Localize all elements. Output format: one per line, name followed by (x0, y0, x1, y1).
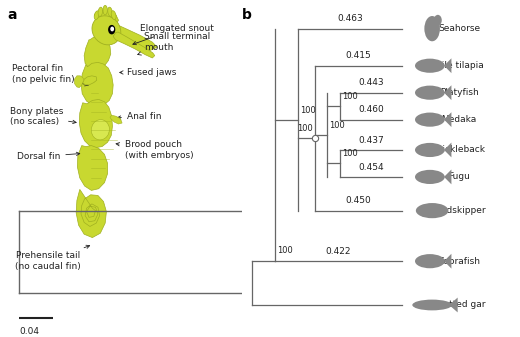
Text: Elongated snout: Elongated snout (133, 24, 214, 45)
Text: Mudskipper: Mudskipper (433, 206, 485, 215)
Text: 0.443: 0.443 (358, 78, 384, 87)
Text: 100: 100 (330, 121, 345, 130)
Text: Seahorse: Seahorse (438, 24, 480, 33)
Text: Medaka: Medaka (441, 115, 477, 124)
Ellipse shape (415, 86, 445, 100)
Text: Spotted gar: Spotted gar (432, 301, 486, 309)
Text: Brood pouch
(with embryos): Brood pouch (with embryos) (116, 140, 193, 160)
Polygon shape (94, 10, 119, 26)
Ellipse shape (94, 11, 99, 20)
Polygon shape (80, 99, 112, 148)
Ellipse shape (424, 16, 440, 41)
Circle shape (111, 27, 113, 31)
Text: 100: 100 (342, 92, 358, 101)
Text: Stickleback: Stickleback (433, 146, 485, 154)
Polygon shape (83, 76, 97, 85)
Text: b: b (242, 8, 252, 23)
Ellipse shape (412, 300, 452, 310)
Text: Platyfish: Platyfish (440, 88, 478, 97)
Text: 100: 100 (300, 105, 316, 115)
Ellipse shape (415, 170, 445, 184)
Polygon shape (444, 254, 451, 269)
Text: Dorsal fin: Dorsal fin (17, 152, 80, 161)
Text: Anal fin: Anal fin (118, 112, 161, 121)
Polygon shape (110, 115, 122, 124)
Circle shape (109, 26, 114, 34)
Ellipse shape (434, 15, 442, 26)
Polygon shape (76, 189, 107, 238)
Polygon shape (444, 58, 451, 73)
Ellipse shape (416, 203, 448, 218)
Text: 0.422: 0.422 (326, 247, 352, 256)
Text: 0.437: 0.437 (358, 135, 384, 145)
Ellipse shape (92, 120, 109, 140)
Text: 0.463: 0.463 (337, 14, 363, 23)
Text: a: a (7, 8, 17, 23)
Ellipse shape (103, 5, 107, 15)
Text: 0.454: 0.454 (358, 162, 384, 172)
Polygon shape (74, 76, 84, 88)
Text: Prehensile tail
(no caudal fin): Prehensile tail (no caudal fin) (16, 245, 89, 271)
Ellipse shape (111, 11, 116, 20)
Text: 0.415: 0.415 (346, 51, 371, 60)
Text: Fugu: Fugu (448, 173, 470, 181)
Text: 100: 100 (342, 149, 358, 158)
Ellipse shape (415, 113, 445, 127)
Text: Pectoral fin
(no pelvic fin): Pectoral fin (no pelvic fin) (12, 64, 88, 86)
Polygon shape (77, 146, 108, 190)
Ellipse shape (415, 143, 445, 157)
Text: 0.04: 0.04 (19, 327, 40, 336)
Polygon shape (111, 24, 157, 51)
Text: 100: 100 (297, 124, 313, 133)
Polygon shape (81, 62, 113, 106)
Polygon shape (449, 298, 458, 312)
Text: Zebrafish: Zebrafish (437, 257, 480, 266)
Ellipse shape (415, 59, 445, 73)
Ellipse shape (415, 254, 445, 268)
Text: Nile tilapia: Nile tilapia (435, 61, 484, 70)
Polygon shape (444, 85, 451, 100)
Ellipse shape (98, 7, 102, 17)
Ellipse shape (108, 7, 112, 17)
Polygon shape (444, 143, 451, 157)
Polygon shape (444, 112, 451, 127)
Text: 0.450: 0.450 (346, 196, 371, 205)
Polygon shape (422, 211, 431, 217)
Text: Bony plates
(no scales): Bony plates (no scales) (10, 106, 76, 126)
Text: 100: 100 (277, 246, 293, 255)
Ellipse shape (92, 16, 121, 45)
Polygon shape (84, 36, 111, 70)
Text: Small terminal
mouth: Small terminal mouth (138, 32, 210, 55)
Text: Fused jaws: Fused jaws (120, 68, 176, 77)
Text: 0.460: 0.460 (358, 105, 384, 114)
Polygon shape (113, 32, 155, 58)
Polygon shape (444, 170, 451, 184)
